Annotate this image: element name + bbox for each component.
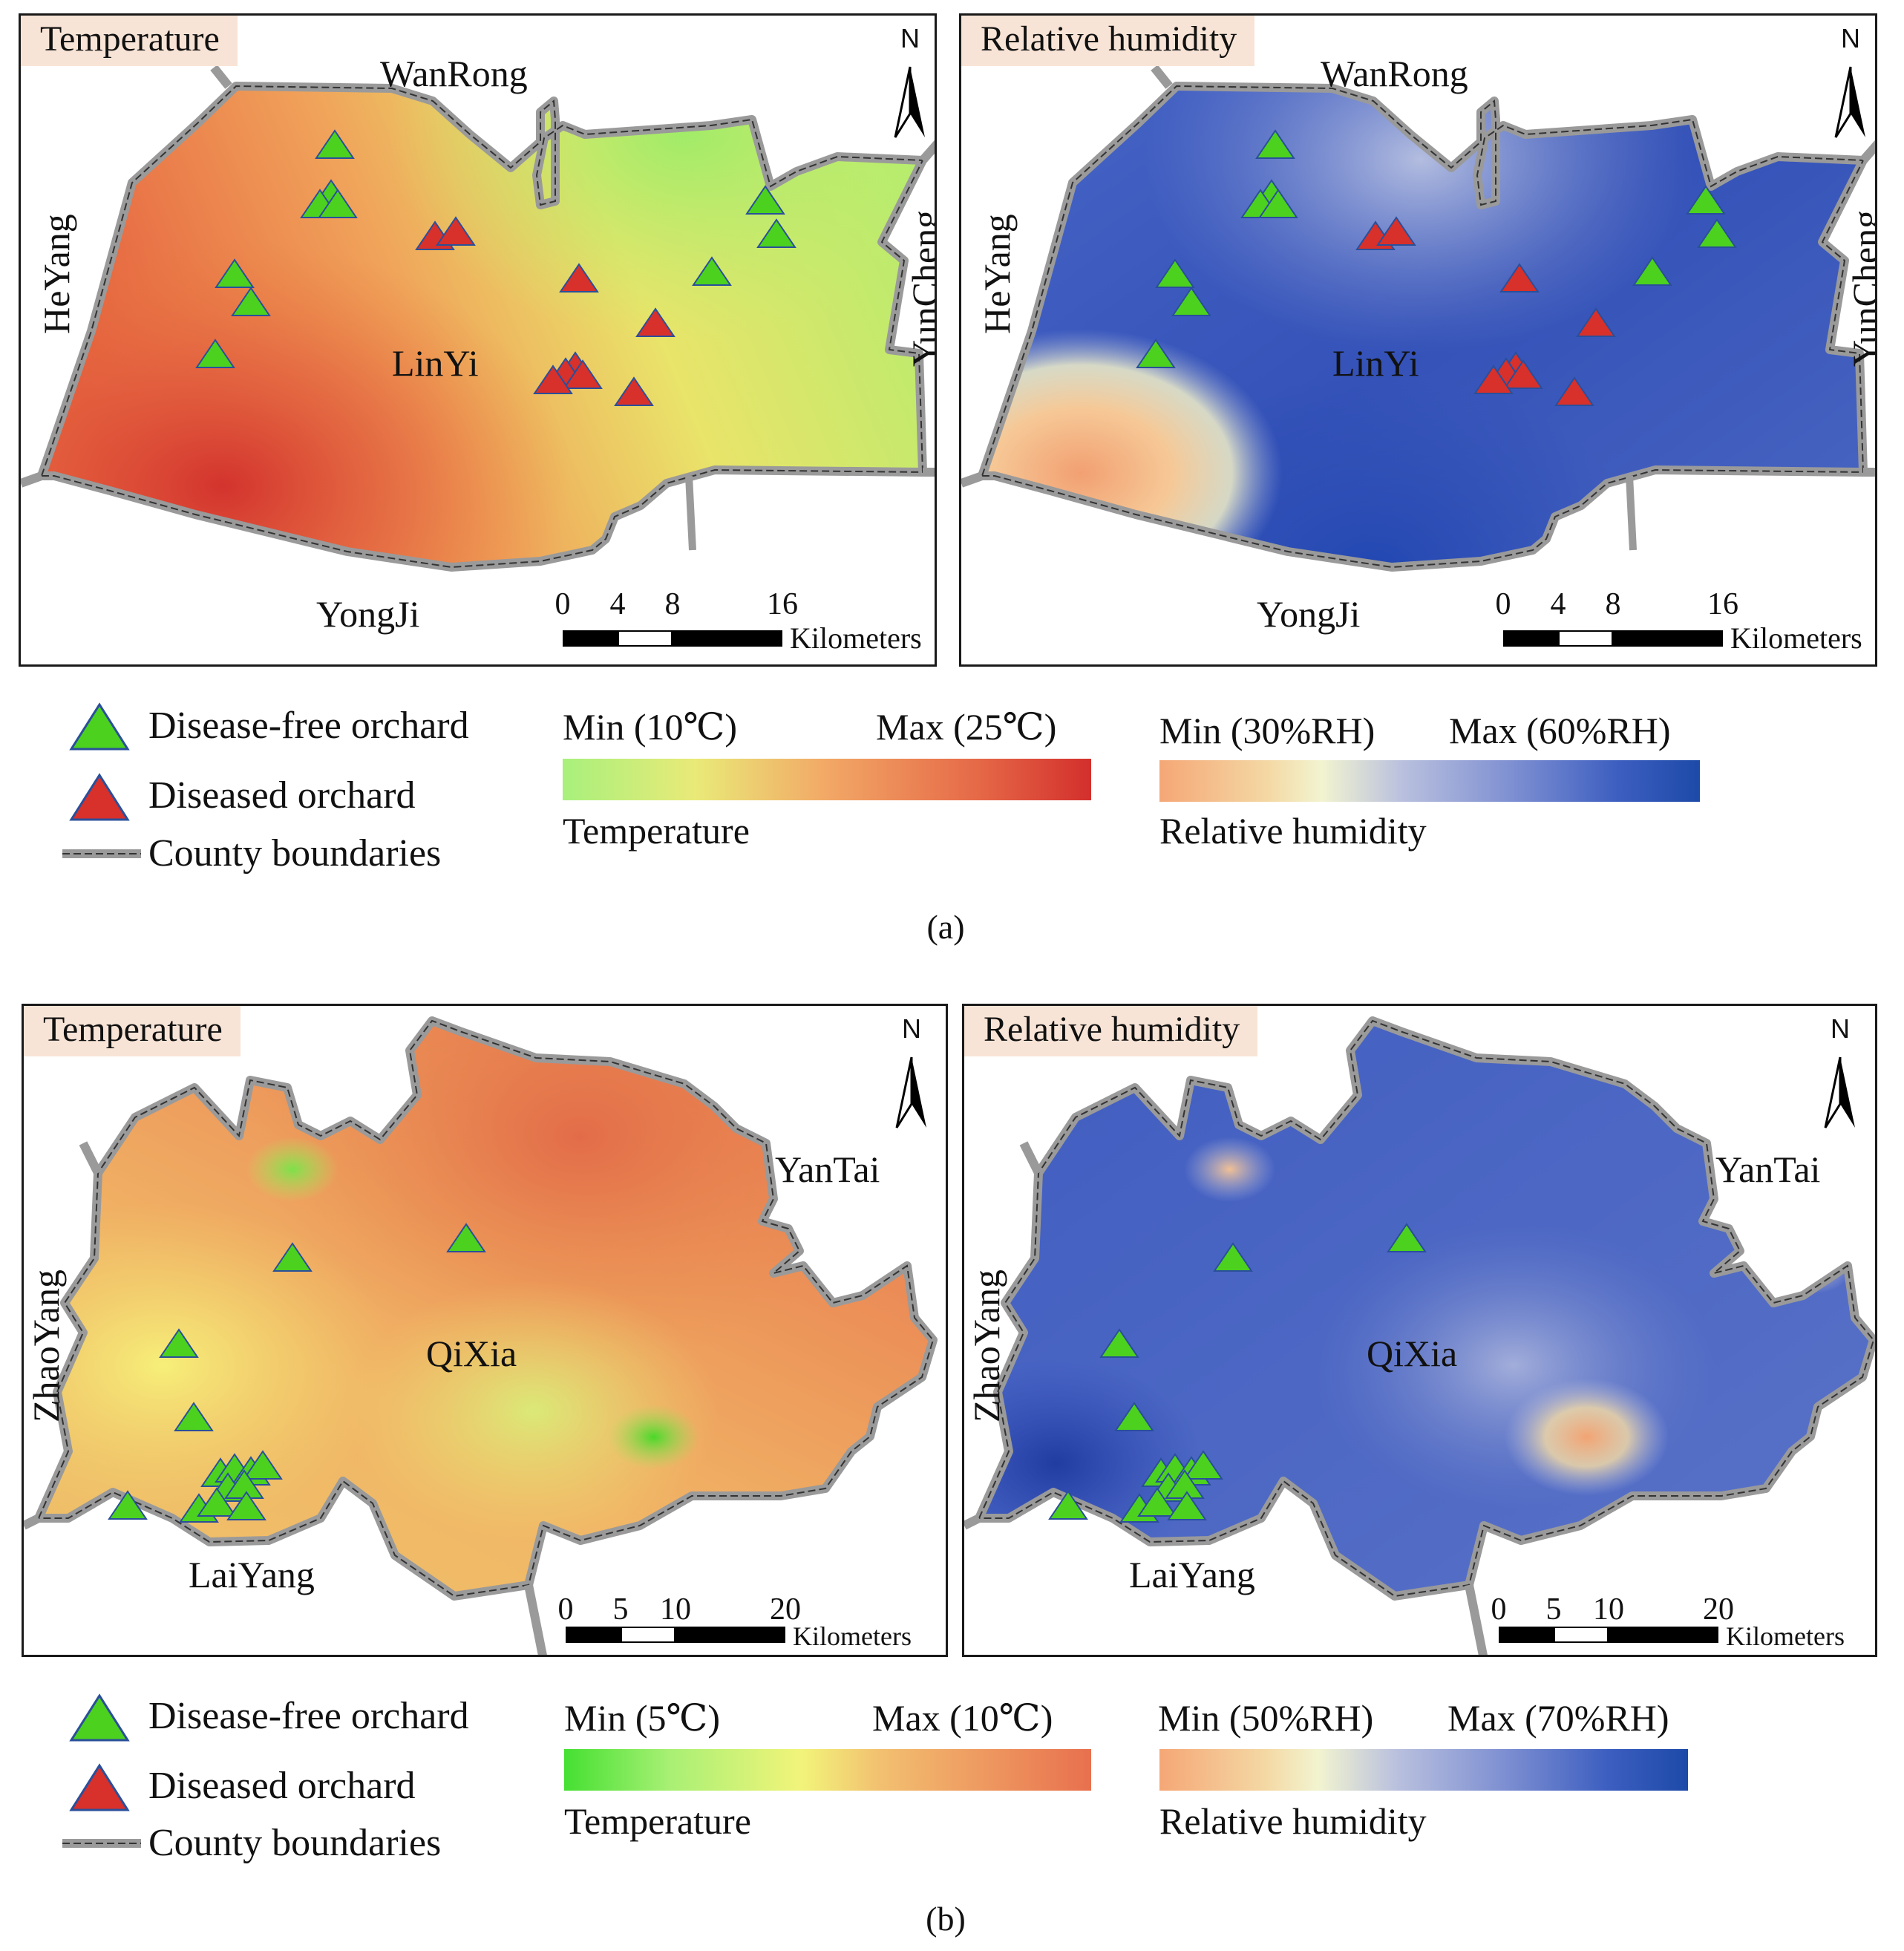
scale-bar: 0 5 10 20 Kilometers (1491, 1592, 1845, 1651)
place-east: YunCheng (1845, 209, 1877, 367)
diseased-orchards (1355, 216, 1616, 406)
panel-title: Relative humidity (961, 16, 1255, 66)
scale-bar: 0 5 10 20 Kilometers (557, 1592, 912, 1651)
humidity-map-b (964, 1016, 1875, 1655)
temp-max-label: Max (10℃) (872, 1697, 1053, 1739)
humidity-colorbar-b (1159, 1749, 1688, 1791)
disease-free-orchards (1048, 1223, 1427, 1523)
panel-b-temperature: Temperature N YanTai QiXia LaiYang ZhaoY… (22, 1004, 948, 1657)
place-north: YanTai (775, 1148, 880, 1190)
place-south: LaiYang (189, 1554, 315, 1595)
legend-disease-free: Disease-free orchard (148, 1695, 469, 1737)
disease-free-triangle-icon (69, 1693, 130, 1742)
place-center: QiXia (426, 1333, 517, 1374)
place-center: LinYi (1332, 342, 1419, 384)
rh-max-label: Max (70%RH) (1447, 1697, 1669, 1739)
legend-county: County boundaries (148, 1822, 442, 1864)
temp-bar-name: Temperature (564, 1800, 751, 1842)
panel-a-temperature: Temperature N WanRong LinYi YongJi HeYan… (19, 13, 937, 667)
caption-a: (a) (926, 908, 965, 946)
north-arrow-icon: N (1818, 1013, 1862, 1135)
panel-title: Temperature (21, 16, 238, 66)
place-west: HeYang (976, 214, 1018, 334)
legend-diseased: Diseased orchard (148, 774, 416, 817)
disease-free-orchards (1136, 129, 1737, 368)
north-arrow-icon: N (888, 23, 932, 145)
panel-a-humidity: Relative humidity N WanRong LinYi YongJi… (959, 13, 1877, 667)
humidity-colorbar-a (1159, 760, 1700, 802)
boundary-line-icon (62, 1839, 141, 1848)
temp-bar-name: Temperature (563, 810, 750, 852)
diseased-orchards (415, 216, 675, 406)
north-arrow-icon: N (889, 1013, 934, 1135)
place-center: QiXia (1367, 1333, 1458, 1374)
temp-max-label: Max (25℃) (876, 706, 1057, 748)
panel-title: Relative humidity (964, 1006, 1258, 1056)
legend-county: County boundaries (148, 832, 442, 875)
place-west: ZhaoYang (966, 1269, 1007, 1423)
rh-bar-name: Relative humidity (1159, 1800, 1427, 1842)
legend-diseased: Diseased orchard (148, 1765, 416, 1807)
place-south: YongJi (316, 593, 420, 635)
place-west: HeYang (36, 214, 77, 334)
temperature-colorbar-b (564, 1749, 1091, 1791)
place-south: LaiYang (1129, 1554, 1255, 1595)
rh-min-label: Min (30%RH) (1159, 710, 1375, 751)
disease-free-orchards (108, 1223, 486, 1523)
place-center: LinYi (392, 342, 479, 384)
legend-disease-free: Disease-free orchard (148, 705, 469, 747)
place-west: ZhaoYang (25, 1269, 67, 1423)
rh-min-label: Min (50%RH) (1158, 1697, 1374, 1739)
place-north: WanRong (380, 53, 528, 94)
diseased-triangle-icon (69, 1763, 130, 1811)
temp-min-label: Min (10℃) (563, 706, 738, 748)
caption-b: (b) (926, 1900, 966, 1938)
panel-title: Temperature (24, 1006, 241, 1056)
temp-min-label: Min (5℃) (564, 1697, 721, 1739)
scale-bar: 0 4 8 16 Kilometers (1495, 587, 1862, 655)
disease-free-orchards (195, 129, 796, 368)
place-south: YongJi (1257, 593, 1361, 635)
rh-max-label: Max (60%RH) (1449, 710, 1671, 751)
diseased-triangle-icon (69, 773, 130, 821)
humidity-map-a (961, 65, 1875, 572)
place-north: YanTai (1715, 1148, 1821, 1190)
temperature-colorbar-a (563, 759, 1091, 800)
boundary-line-icon (62, 849, 141, 858)
panel-b-humidity: Relative humidity N YanTai QiXia LaiYang… (962, 1004, 1877, 1657)
temperature-map-a (21, 65, 935, 572)
disease-free-triangle-icon (69, 702, 130, 751)
place-north: WanRong (1321, 53, 1468, 94)
temperature-map-b (24, 1016, 938, 1655)
place-east: YunCheng (904, 209, 937, 367)
north-arrow-icon: N (1828, 23, 1873, 145)
rh-bar-name: Relative humidity (1159, 810, 1427, 852)
scale-bar: 0 4 8 16 Kilometers (554, 587, 922, 655)
